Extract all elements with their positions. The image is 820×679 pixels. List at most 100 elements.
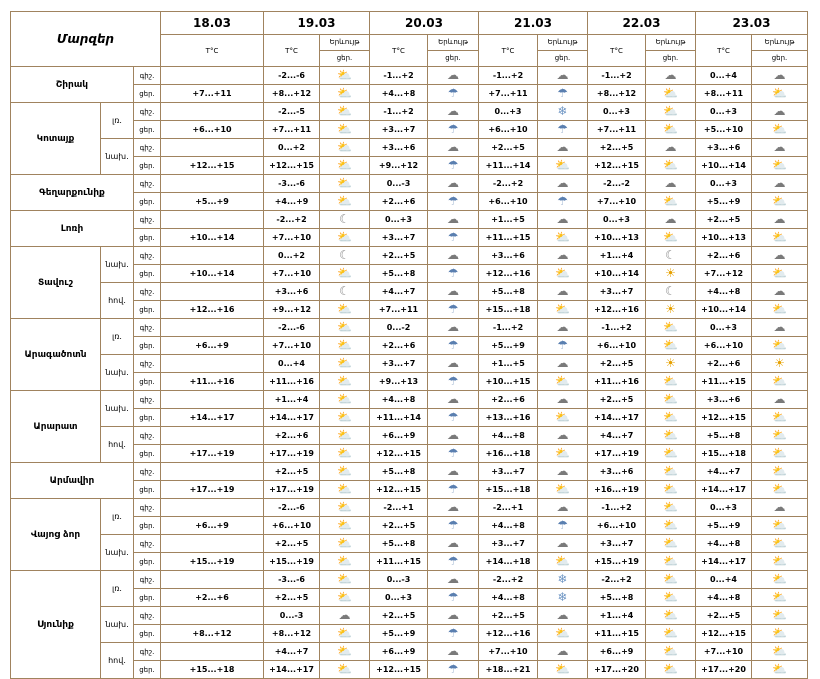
province-name: Արագածոտն bbox=[10, 318, 101, 391]
snow-weather-icon: ❄ bbox=[537, 588, 589, 607]
partly-weather-icon: ⛅ bbox=[319, 174, 371, 193]
cloudy-weather-icon: ☁ bbox=[427, 642, 480, 661]
temperature-range: -2...+1 bbox=[478, 498, 539, 517]
temperature-range: 0...+2 bbox=[263, 246, 321, 265]
temperature-range: +4...+8 bbox=[478, 516, 539, 535]
temperature-range: +15...+18 bbox=[478, 300, 539, 319]
phenomenon-col-header: Երևույթ ցեր. bbox=[319, 34, 371, 67]
temperature-range: +2...+5 bbox=[369, 606, 429, 625]
temperature-range: +8...+12 bbox=[263, 624, 321, 643]
temperature-range: +10...+14 bbox=[160, 228, 265, 247]
temperature-range: +3...+6 bbox=[369, 138, 429, 157]
temperature-range: +11...+15 bbox=[369, 552, 429, 571]
temperature-range: +10...+13 bbox=[587, 228, 647, 247]
temperature-range: +14...+17 bbox=[695, 480, 753, 499]
temperature-range: +10...+14 bbox=[695, 156, 753, 175]
temperature-range: +7...+11 bbox=[160, 84, 265, 103]
temperature-range: +7...+11 bbox=[263, 120, 321, 139]
phenomenon-col-header: Երևույթ ցեր. bbox=[645, 34, 697, 67]
temperature-range: +14...+17 bbox=[695, 552, 753, 571]
time-of-day-label: ցեր. bbox=[554, 54, 571, 62]
temperature-range: +7...+12 bbox=[695, 264, 753, 283]
temperature-range: +6...+10 bbox=[478, 192, 539, 211]
moon-weather-icon: ☾ bbox=[645, 282, 697, 301]
temperature-range: +6...+9 bbox=[369, 642, 429, 661]
cloudy-weather-icon: ☁ bbox=[427, 390, 480, 409]
temperature-range: -1...+2 bbox=[587, 318, 647, 337]
temperature-range: +5...+10 bbox=[695, 120, 753, 139]
partly-weather-icon: ⛅ bbox=[751, 480, 809, 499]
partly-weather-icon: ⛅ bbox=[751, 336, 809, 355]
time-of-day-label: գիշ. bbox=[132, 174, 162, 193]
partly-weather-icon: ⛅ bbox=[319, 372, 371, 391]
partly-weather-icon: ⛅ bbox=[537, 156, 589, 175]
partly-weather-icon: ⛅ bbox=[751, 426, 809, 445]
phenomenon-label: Երևույթ bbox=[538, 36, 587, 51]
time-of-day-label: գիշ. bbox=[132, 534, 162, 553]
temperature-range: +3...+6 bbox=[478, 246, 539, 265]
time-of-day-label: ցեր. bbox=[771, 54, 788, 62]
temperature-range: +15...+18 bbox=[160, 660, 265, 679]
temperature-range: +3...+7 bbox=[587, 534, 647, 553]
temperature-range: +10...+14 bbox=[587, 264, 647, 283]
partly-weather-icon: ⛅ bbox=[645, 228, 697, 247]
partly-weather-icon: ⛅ bbox=[645, 570, 697, 589]
time-of-day-label: գիշ. bbox=[132, 354, 162, 373]
temperature-range: +3...+6 bbox=[263, 282, 321, 301]
temperature-range: +7...+10 bbox=[478, 642, 539, 661]
temperature-range: +8...+12 bbox=[160, 624, 265, 643]
cloudy-weather-icon: ☁ bbox=[537, 606, 589, 625]
cloudy-weather-icon: ☁ bbox=[427, 246, 480, 265]
time-of-day-label: գիշ. bbox=[132, 210, 162, 229]
temperature-range: 0...+3 bbox=[695, 174, 753, 193]
temperature-range: -2...+2 bbox=[263, 210, 321, 229]
forecast-row: Գեղարքունիքգիշ.☀-3...-6⛅0...-3☁-2...+2☁-… bbox=[10, 174, 809, 211]
temperature-range: +5...+8 bbox=[369, 264, 429, 283]
cloudy-weather-icon: ☁ bbox=[427, 606, 480, 625]
temperature-range: +12...+15 bbox=[369, 660, 429, 679]
rain-weather-icon: ☂ bbox=[427, 120, 480, 139]
forecast-row: ցեր.+7...+11⛅+8...+12⛅+4...+8☂+7...+11☂+… bbox=[11, 84, 809, 103]
forecast-row: նախ.գիշ.⛅+2...+5⛅+5...+8☁+3...+7☁+3...+7… bbox=[11, 534, 809, 571]
temperature-range: +3...+6 bbox=[587, 462, 647, 481]
cloudy-weather-icon: ☁ bbox=[537, 498, 589, 517]
partly-weather-icon: ⛅ bbox=[645, 336, 697, 355]
temperature-range: +4...+8 bbox=[478, 588, 539, 607]
temperature-range: +11...+16 bbox=[160, 372, 265, 391]
forecast-row: Սյունիքլռ.գիշ.⛅-3...-6⛅0...-3☁-2...+2❄-2… bbox=[10, 570, 809, 679]
cloudy-weather-icon: ☁ bbox=[645, 174, 697, 193]
temperature-range: +4...+7 bbox=[263, 642, 321, 661]
partly-weather-icon: ⛅ bbox=[751, 624, 809, 643]
temperature-range: +11...+16 bbox=[263, 372, 321, 391]
partly-weather-icon: ⛅ bbox=[319, 120, 371, 139]
forecast-row: ցեր.+8...+12⛅+8...+12⛅+5...+9☂+12...+16⛅… bbox=[11, 624, 809, 643]
temperature-range: +9...+13 bbox=[369, 372, 429, 391]
forecast-row: ցեր.+17...+19⛅+17...+19⛅+12...+15☂+16...… bbox=[11, 444, 809, 463]
cloudy-weather-icon: ☁ bbox=[537, 282, 589, 301]
time-of-day-label: ցեր. bbox=[662, 54, 679, 62]
temperature-range: +3...+7 bbox=[478, 462, 539, 481]
time-of-day-label: գիշ. bbox=[132, 642, 162, 661]
phenomenon-col-header: Երևույթ ցեր. bbox=[427, 34, 480, 67]
temperature-range: +6...+10 bbox=[587, 516, 647, 535]
time-of-day-label: ցեր. bbox=[132, 192, 162, 211]
temperature-range: +12...+16 bbox=[478, 624, 539, 643]
temperature-range: 0...-2 bbox=[369, 318, 429, 337]
rain-weather-icon: ☂ bbox=[537, 84, 589, 103]
temperature-range: +7...+11 bbox=[587, 120, 647, 139]
temperature-range: +2...+5 bbox=[478, 138, 539, 157]
temperature-range: +1...+5 bbox=[478, 354, 539, 373]
temperature-range: -2...+2 bbox=[587, 570, 647, 589]
temperature-range: +15...+19 bbox=[263, 552, 321, 571]
temperature-range: +6...+10 bbox=[695, 336, 753, 355]
temperature-range: +10...+14 bbox=[695, 300, 753, 319]
temperature-range: -2...-6 bbox=[263, 318, 321, 337]
province-name: Արմավիր bbox=[10, 462, 134, 499]
temperature-range: +16...+19 bbox=[587, 480, 647, 499]
temp-col-header: T°C bbox=[478, 34, 539, 67]
temperature-range: +4...+8 bbox=[695, 534, 753, 553]
temperature-range bbox=[160, 534, 265, 553]
temperature-range: +12...+16 bbox=[478, 264, 539, 283]
partly-weather-icon: ⛅ bbox=[537, 408, 589, 427]
partly-weather-icon: ⛅ bbox=[319, 552, 371, 571]
